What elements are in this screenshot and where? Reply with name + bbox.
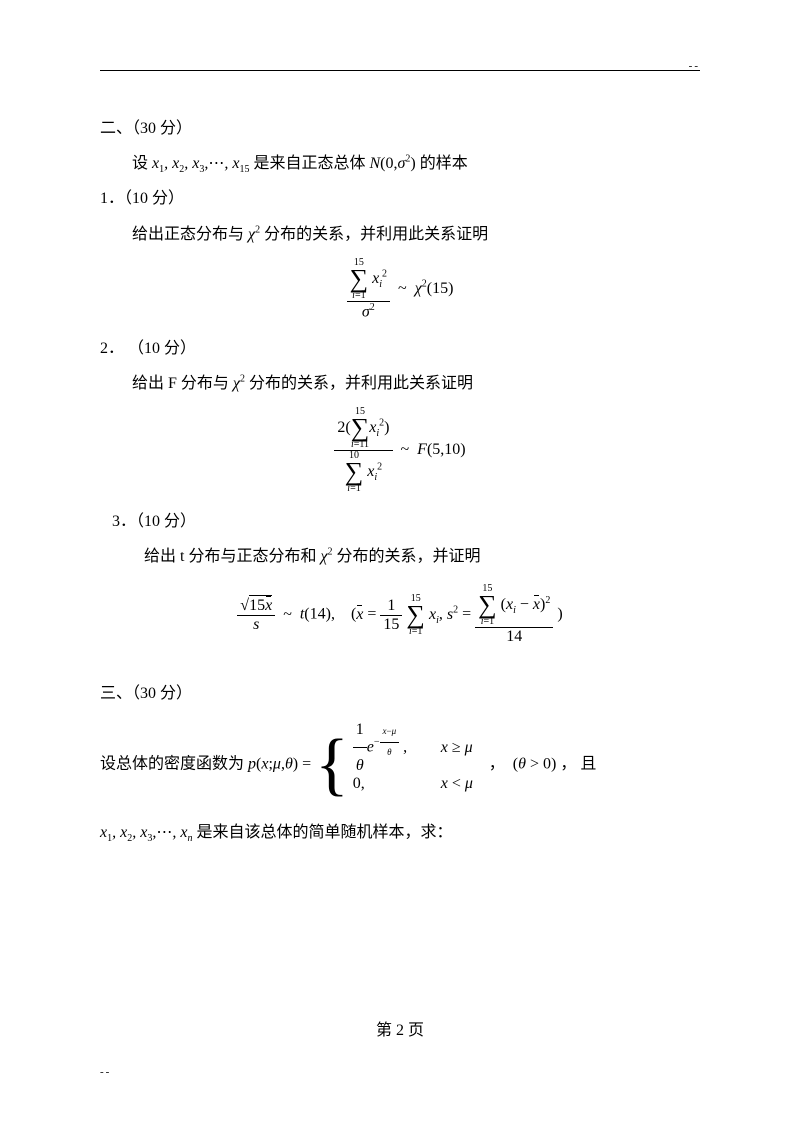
sum-lower: i=1 — [350, 291, 369, 301]
rhs: χ2(15) — [415, 280, 454, 297]
q2-p2-text: 给出 F 分布与 χ2 分布的关系，并利用此关系证明 — [100, 366, 700, 401]
summand: xi — [429, 606, 439, 623]
frac: √15x s — [237, 597, 275, 634]
q2-intro: 设 x1, x2, x3,⋯, x15 是来自正态总体 N(0,σ2) 的样本 — [100, 146, 700, 181]
sum-lower: i=1 — [345, 484, 364, 494]
cond1: x ≥ μ — [433, 730, 485, 765]
den: 15 — [380, 616, 402, 634]
sum-icon: 15 ∑ i=1 — [406, 594, 425, 637]
q2-p1-label: 1．（10 分） — [100, 181, 700, 216]
sum-lower: i=11 — [351, 440, 370, 450]
q2-p3-pre: 给出 t 分布与正态分布和 — [144, 548, 320, 565]
sum-lower: i=1 — [478, 617, 497, 627]
num: 1 — [380, 597, 402, 616]
sum-icon: 10 ∑ i=1 — [345, 451, 364, 494]
q2-intro-post: 的样本 — [416, 155, 468, 172]
q2-sample-list: x1, x2, x3,⋯, x15 — [152, 155, 249, 172]
top-rule — [100, 70, 700, 71]
denominator: σ2 — [347, 302, 390, 321]
q3-heading: 三、（30 分） — [100, 676, 700, 711]
q2-p2-pre: 给出 F 分布与 — [132, 375, 233, 392]
q2-p3-mid: 分布的关系，并证明 — [333, 548, 481, 565]
q2-population: N(0,σ2) — [369, 155, 415, 172]
close: ) — [557, 606, 562, 623]
q2-p3-text: 给出 t 分布与正态分布和 χ2 分布的关系，并证明 — [100, 539, 700, 574]
q3-line2: x1, x2, x3,⋯, xn 是来自该总体的简单随机样本，求： — [100, 815, 700, 850]
q2-p3-label: 3．（10 分） — [100, 504, 700, 539]
corner-mark-tr: -- — [689, 60, 700, 72]
q2-p2-mid: 分布的关系，并利用此关系证明 — [245, 375, 473, 392]
den: 14 — [475, 628, 553, 646]
q3-line1: 设总体的密度函数为 p(x;μ,θ) = { 1 θ e −x−μθ , x ≥… — [100, 729, 700, 801]
page-footer: 第 2 页 — [0, 1016, 800, 1040]
q2-intro-mid: 是来自正态总体 — [249, 155, 369, 172]
q3-line1-pre: 设总体的密度函数为 — [100, 756, 248, 773]
sum-icon: 15 ∑ i=11 — [351, 407, 370, 450]
tilde: ~ — [394, 280, 411, 297]
sum-icon: 15 ∑ i=1 — [478, 584, 497, 627]
q3-sample-list: x1, x2, x3,⋯, xn — [100, 824, 192, 841]
q3-line2-post: 是来自该总体的简单随机样本，求： — [192, 824, 452, 841]
sum-icon: 15 ∑ i=1 — [350, 258, 369, 301]
chi2-symbol: χ2 — [320, 548, 332, 565]
piecewise: { 1 θ e −x−μθ , x ≥ μ 0, x < μ — [315, 729, 485, 801]
row2-left: 0, — [353, 766, 433, 801]
q2-p1-formula: 15 ∑ i=1 xi2 σ2 ~ χ2(15) — [100, 258, 700, 321]
summand: xi2 — [372, 270, 387, 287]
sum-lower: i=1 — [406, 627, 425, 637]
num: 1 — [353, 712, 367, 748]
q2-p1-pre: 给出正态分布与 — [132, 226, 248, 243]
summand: xi2 — [369, 419, 384, 436]
chi2-symbol: χ2 — [233, 375, 245, 392]
frac: 2( 15 ∑ i=11 xi2) 10 ∑ i=1 xi2 — [334, 407, 392, 494]
q2-heading: 二、（30 分） — [100, 111, 700, 146]
tdist: t(14), — [300, 606, 335, 623]
tilde: ~ — [279, 606, 296, 623]
tilde: ~ — [397, 441, 414, 458]
chi2-symbol: χ2 — [248, 226, 260, 243]
frac: 15 ∑ i=1 xi2 σ2 — [347, 258, 390, 321]
q2-p1-mid: 分布的关系，并利用此关系证明 — [260, 226, 488, 243]
q2-intro-pre: 设 — [132, 155, 152, 172]
q3-after-brace: ， (θ > 0) ， 且 — [489, 756, 597, 773]
rhs: F(5,10) — [417, 441, 465, 458]
summand: xi2 — [367, 463, 382, 480]
q2-p2-formula: 2( 15 ∑ i=11 xi2) 10 ∑ i=1 xi2 ~ F(5,10) — [100, 407, 700, 494]
q2-p1-text: 给出正态分布与 χ2 分布的关系，并利用此关系证明 — [100, 217, 700, 252]
cond2: x < μ — [433, 766, 485, 801]
brace-icon: { — [315, 742, 349, 788]
page: -- 二、（30 分） 设 x1, x2, x3,⋯, x15 是来自正态总体 … — [0, 0, 800, 1130]
q2-p2-label: 2． （10 分） — [100, 331, 700, 366]
frac: 15 ∑ i=1 (xi − x)2 14 — [475, 584, 553, 646]
corner-mark-bl: -- — [100, 1066, 111, 1078]
density-lhs: p(x;μ,θ) = — [248, 756, 315, 773]
q2-p3-formula: √15x s ~ t(14), (x = 1 15 15 ∑ i=1 xi, s… — [100, 584, 700, 646]
frac: 1 15 — [380, 597, 402, 634]
